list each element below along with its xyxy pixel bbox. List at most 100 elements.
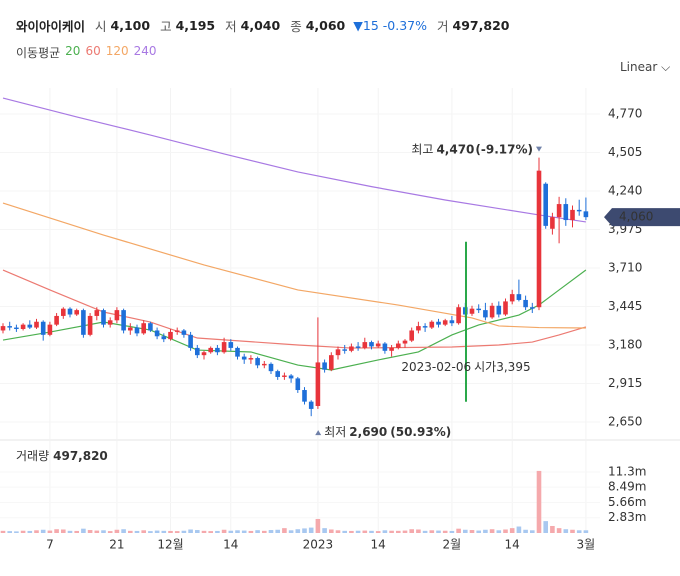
candle-body	[349, 346, 354, 351]
volume-bar	[134, 530, 140, 533]
candle-body	[382, 343, 388, 351]
volume-bar	[523, 529, 528, 533]
volume-bar	[469, 530, 475, 533]
volume-bar	[7, 531, 12, 533]
volume-bar	[429, 530, 435, 533]
volume-bar	[355, 530, 361, 533]
volume-bar	[282, 528, 287, 533]
ma-line	[2, 269, 587, 349]
volume-bar	[463, 529, 468, 533]
crosshair-label: 2023-02-06 시가3,395	[401, 359, 530, 373]
volume-bar	[275, 529, 280, 533]
candle-body	[114, 310, 120, 321]
volume-bar	[308, 527, 314, 533]
vol-tick-label: 2.83m	[608, 510, 646, 524]
volume-bar	[509, 528, 515, 533]
volume-bar	[121, 529, 126, 533]
candle-body	[61, 308, 66, 316]
open-label: 시	[95, 19, 107, 34]
candle-body	[503, 301, 508, 315]
candle-body	[288, 375, 294, 379]
volume-bar	[288, 530, 294, 533]
x-tick-label: 2월	[443, 538, 462, 552]
y-tick-label: 4,770	[608, 107, 642, 121]
volume-bar	[375, 531, 381, 533]
candle-body	[268, 363, 274, 372]
ma-legend-label: 이동평균	[16, 46, 61, 60]
candle-body	[34, 321, 39, 328]
min-arrow	[315, 430, 322, 436]
candle-body	[215, 347, 220, 353]
candle-body	[355, 346, 361, 348]
vol-tick-label: 5.66m	[608, 495, 646, 509]
scale-mode-text[interactable]: Linear	[620, 60, 658, 74]
min-annotation: 최저 2,690 (50.93%)	[324, 425, 451, 439]
y-tick-label: 3,445	[608, 299, 642, 313]
ma-legend-item: 20	[65, 44, 81, 58]
low-label: 저	[225, 19, 237, 34]
candle-body	[87, 315, 93, 335]
candle-body	[201, 352, 207, 356]
header: 와이아이케이 시 4,100 고 4,195 저 4,040 종 4,060 ▼15 -…	[16, 16, 509, 35]
ma-legend-item: 120	[105, 44, 129, 58]
change-pct: -0.37%	[382, 18, 428, 33]
volume-bar	[416, 529, 421, 533]
candle-body	[107, 320, 113, 325]
scale-mode[interactable]: Linear ⌵	[620, 60, 671, 74]
candle-body	[235, 347, 240, 357]
volume-bar	[262, 530, 267, 533]
candle-body	[27, 324, 33, 328]
candle-body	[241, 356, 247, 360]
x-tick-label: 14	[505, 538, 520, 552]
candle-body	[228, 342, 234, 348]
high-label: 고	[160, 19, 172, 34]
candle-body	[295, 378, 301, 391]
volume-bar	[268, 530, 274, 533]
volume-bar	[382, 530, 388, 533]
candle-body	[47, 324, 53, 335]
candle-body	[40, 321, 46, 335]
volume-bar	[181, 530, 187, 533]
volume-bar	[503, 529, 508, 533]
volume-bar	[27, 530, 33, 533]
volume-bar	[329, 529, 334, 533]
volume-bar	[248, 530, 254, 533]
candle-body	[168, 331, 173, 340]
volume-bar	[34, 530, 39, 533]
ma-legend: 이동평균 20 60 120 240	[16, 44, 157, 61]
last-price-label: 4,060	[619, 210, 653, 224]
volume-bar	[235, 530, 240, 533]
volume-bar	[128, 530, 133, 533]
candle-body	[442, 320, 448, 325]
volume-bar	[47, 530, 53, 533]
candle-body	[556, 204, 562, 218]
volume-bar	[302, 528, 307, 533]
volume-bar	[20, 530, 26, 533]
volume-bar	[0, 530, 6, 533]
volume-bar	[228, 530, 234, 533]
candle-body	[101, 310, 106, 325]
volume-bar	[54, 529, 59, 533]
volume-bar	[74, 530, 79, 533]
candle-body	[362, 342, 368, 348]
volume-bar	[188, 529, 193, 533]
volume-bar	[556, 528, 562, 533]
volume-bar	[322, 528, 327, 533]
candle-body	[543, 183, 548, 226]
candle-body	[174, 330, 180, 332]
min-change: (50.93%)	[390, 425, 451, 439]
volume-bar	[174, 531, 180, 533]
candle-body	[81, 310, 86, 335]
close-label: 종	[290, 19, 302, 34]
volume-bar	[14, 531, 19, 533]
volume-bar	[40, 529, 46, 533]
candle-body	[121, 310, 126, 331]
candle-body	[20, 324, 26, 330]
candle-body	[550, 217, 555, 229]
volume-value: 497,820	[452, 18, 510, 33]
y-tick-label: 4,505	[608, 145, 642, 159]
y-tick-label: 3,180	[608, 337, 642, 351]
x-tick-label: 2023	[303, 538, 334, 552]
candle-body	[416, 326, 421, 331]
